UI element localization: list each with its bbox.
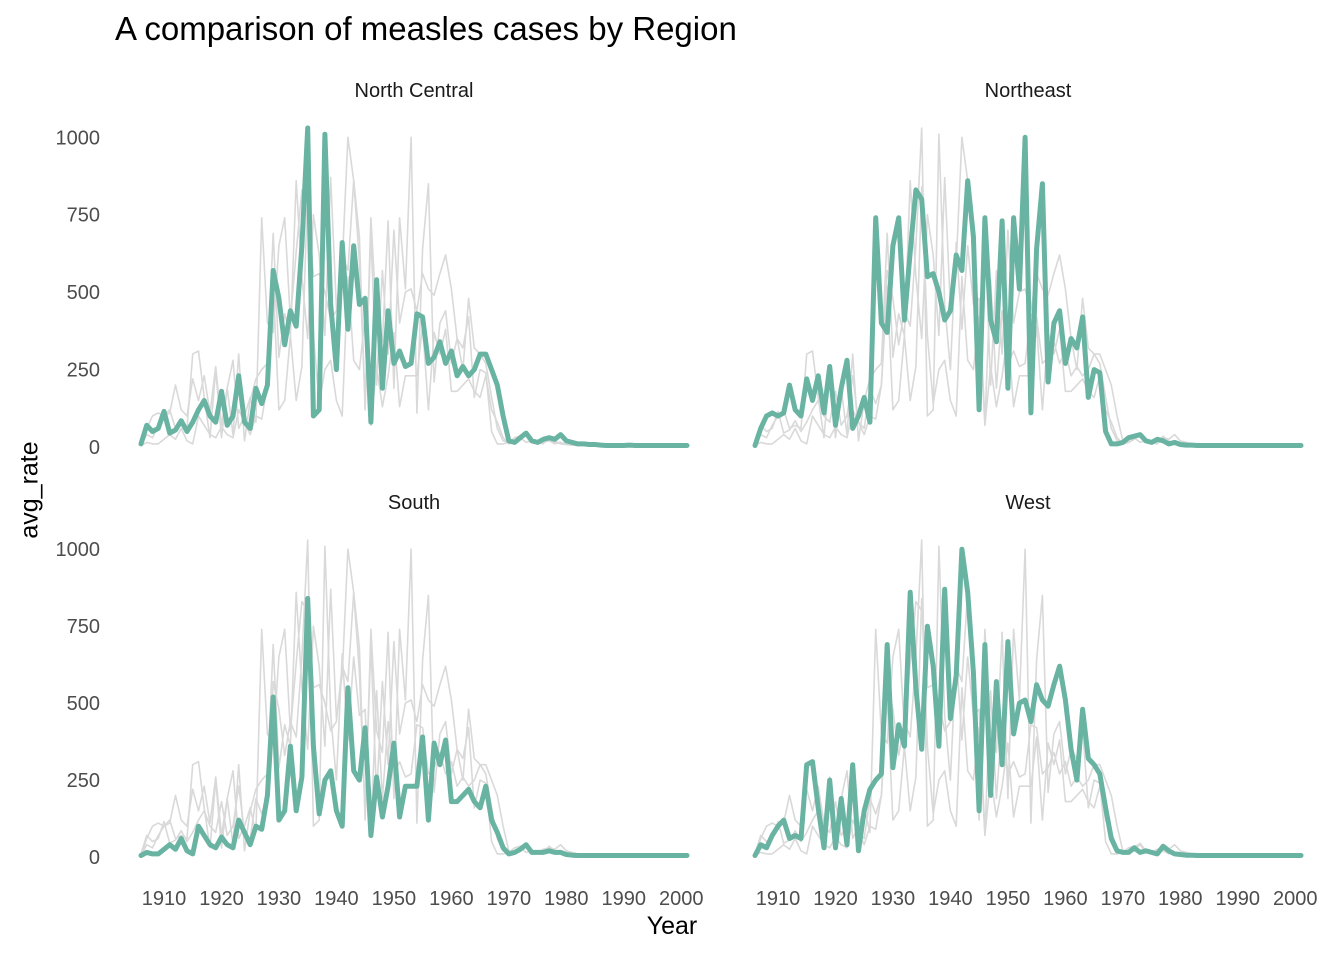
x-tick-label: 1970	[487, 888, 532, 910]
x-tick-label: 1950	[986, 888, 1031, 910]
facet-panel: North Central 0 250 500 750 1000	[56, 80, 690, 459]
x-tick-label: 1990	[1216, 888, 1261, 910]
x-axis-label: Year	[646, 912, 698, 940]
x-tick-label: 2000	[1273, 888, 1318, 910]
highlight-series-line	[138, 596, 690, 858]
highlight-series-line	[752, 134, 1304, 448]
x-tick-label: 1910	[142, 888, 187, 910]
facet-panel: Northeast	[752, 80, 1304, 448]
y-tick-label: 250	[67, 360, 100, 382]
x-tick-label: 1910	[756, 888, 801, 910]
chart-title: A comparison of measles cases by Region	[115, 10, 737, 47]
facet-panel: West 1910 1920 1930 1940 1950 1960 1970 1980 1990…	[752, 492, 1318, 910]
y-tick-label: 0	[89, 847, 100, 869]
x-tick-label: 1930	[257, 888, 302, 910]
x-tick-label: 1920	[813, 888, 858, 910]
y-tick-label: 750	[67, 616, 100, 638]
x-tick-label: 1930	[871, 888, 916, 910]
x-tick-label: 1960	[1043, 888, 1088, 910]
facet-title: West	[1005, 492, 1051, 514]
facet-title: South	[388, 492, 440, 514]
x-tick-label: 1940	[928, 888, 973, 910]
highlight-series-line	[752, 546, 1304, 858]
y-tick-label: 750	[67, 205, 100, 227]
y-tick-label: 1000	[56, 127, 101, 149]
y-tick-label: 0	[89, 437, 100, 459]
y-tick-label: 250	[67, 770, 100, 792]
x-tick-label: 1970	[1101, 888, 1146, 910]
facet-panel: South 0 250 500 750 1000 1910 1920 1930 1940 1950 1…	[56, 492, 704, 910]
x-tick-label: 1920	[199, 888, 244, 910]
x-tick-label: 1990	[602, 888, 647, 910]
x-tick-label: 1950	[372, 888, 417, 910]
highlight-series-line	[138, 125, 690, 448]
y-tick-label: 500	[67, 282, 100, 304]
y-tick-label: 1000	[56, 539, 101, 561]
x-tick-label: 1940	[314, 888, 359, 910]
x-tick-label: 2000	[659, 888, 704, 910]
facet-title: North Central	[355, 80, 474, 102]
facet-title: Northeast	[985, 80, 1072, 102]
y-axis-label: avg_rate	[15, 441, 44, 539]
x-tick-label: 1960	[429, 888, 474, 910]
y-tick-label: 500	[67, 693, 100, 715]
x-tick-label: 1980	[544, 888, 589, 910]
x-tick-label: 1980	[1158, 888, 1203, 910]
